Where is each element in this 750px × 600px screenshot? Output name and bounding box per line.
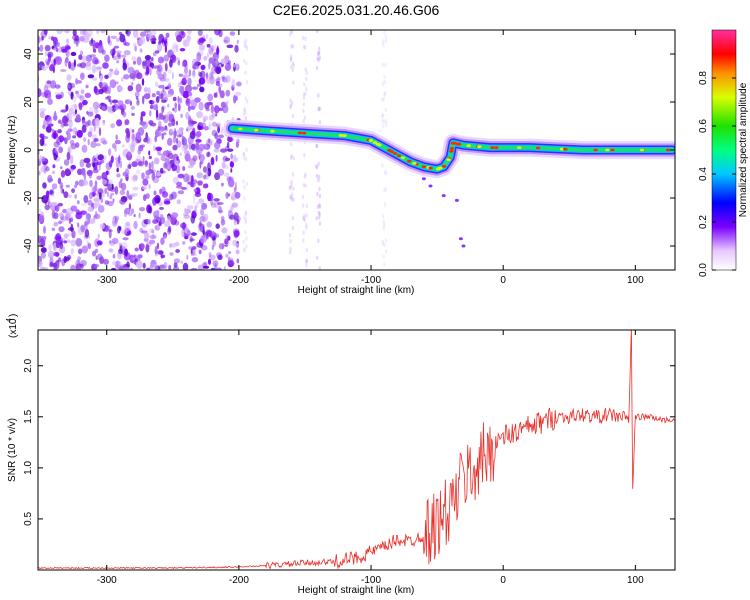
snr-scale-close: ) bbox=[8, 314, 19, 317]
snr-series-line bbox=[38, 330, 675, 570]
spectrogram-ytick-label: 0 bbox=[23, 147, 34, 153]
snr-ylabel: SNR (10 * v/v) bbox=[7, 418, 18, 482]
figure-title: C2E6.2025.031.20.46.G06 bbox=[273, 2, 440, 18]
spectrogram-ytick-label: 40 bbox=[23, 48, 34, 60]
spectrogram-xtick-label: -200 bbox=[229, 275, 249, 286]
snr-xtick-label: -100 bbox=[361, 575, 381, 586]
snr-xtick-label: 100 bbox=[627, 575, 644, 586]
snr-ytick-label: 1.5 bbox=[23, 409, 34, 423]
colorbar-gradient bbox=[711, 29, 737, 271]
colorbar-tick-label: 0.0 bbox=[698, 263, 709, 277]
colorbar-tick-label: 0.4 bbox=[698, 167, 709, 181]
spectrogram-xtick-label: -300 bbox=[97, 275, 117, 286]
snr-xtick-label: -200 bbox=[229, 575, 249, 586]
colorbar-label: Normalized spectral amplitude bbox=[738, 82, 749, 217]
colorbar-ticks: 0.0 0.2 0.4 0.6 0.8 bbox=[698, 71, 736, 277]
snr-ytick-label: 0.5 bbox=[23, 512, 34, 526]
snr-xtick-label: -300 bbox=[97, 575, 117, 586]
spectrogram-xtick-label: -100 bbox=[361, 275, 381, 286]
snr-xlabel: Height of straight line (km) bbox=[298, 585, 415, 596]
snr-scale-exp: 4 bbox=[6, 318, 13, 322]
colorbar-tick-label: 0.8 bbox=[698, 71, 709, 85]
snr-frame bbox=[38, 330, 675, 570]
snr-scale-factor: (x10 4 ) bbox=[6, 314, 19, 338]
spectrogram-ylabel: Frequency (Hz) bbox=[7, 116, 18, 185]
spectrogram-ytick-label: 20 bbox=[23, 96, 34, 108]
snr-ytick-label: 1.0 bbox=[23, 460, 34, 474]
snr-ticks: -300 -200 -100 0 100 0.5 1.0 1.5 2.0 bbox=[23, 330, 675, 586]
spectrogram-ytick-label: -20 bbox=[23, 190, 34, 205]
spectrogram-xtick-label: 0 bbox=[500, 275, 506, 286]
colorbar: 0.0 0.2 0.4 0.6 0.8 Normalized spectral ampl… bbox=[698, 29, 749, 277]
spectral-ridge bbox=[223, 119, 675, 248]
spectrogram-xlabel: Height of straight line (km) bbox=[298, 285, 415, 296]
snr-ytick-label: 2.0 bbox=[23, 358, 34, 372]
colorbar-tick-label: 0.6 bbox=[698, 119, 709, 133]
colorbar-tick-label: 0.2 bbox=[698, 215, 709, 229]
snr-xtick-label: 0 bbox=[500, 575, 506, 586]
snr-scale-text: (x10 bbox=[8, 318, 19, 338]
snr-panel: -300 -200 -100 0 100 0.5 1.0 1.5 2.0 Height of s… bbox=[6, 314, 676, 596]
spectrogram-ytick-label: -40 bbox=[23, 238, 34, 253]
spectrogram-xtick-label: 100 bbox=[627, 275, 644, 286]
